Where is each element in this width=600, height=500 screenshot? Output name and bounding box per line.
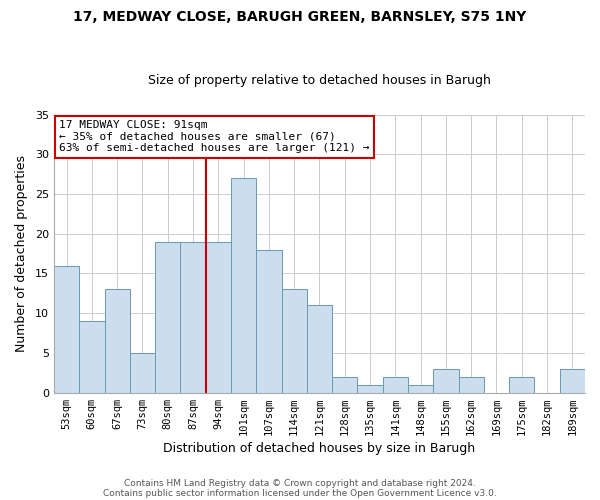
- Bar: [433, 369, 458, 392]
- Bar: [408, 384, 433, 392]
- Bar: [54, 266, 79, 392]
- Text: 17 MEDWAY CLOSE: 91sqm
← 35% of detached houses are smaller (67)
63% of semi-det: 17 MEDWAY CLOSE: 91sqm ← 35% of detached…: [59, 120, 370, 154]
- Text: 17, MEDWAY CLOSE, BARUGH GREEN, BARNSLEY, S75 1NY: 17, MEDWAY CLOSE, BARUGH GREEN, BARNSLEY…: [73, 10, 527, 24]
- Bar: [104, 290, 130, 393]
- Text: Contains HM Land Registry data © Crown copyright and database right 2024.: Contains HM Land Registry data © Crown c…: [124, 478, 476, 488]
- Bar: [155, 242, 181, 392]
- Bar: [281, 290, 307, 393]
- Bar: [332, 377, 358, 392]
- Bar: [560, 369, 585, 392]
- Bar: [458, 377, 484, 392]
- Bar: [130, 353, 155, 393]
- Bar: [231, 178, 256, 392]
- Bar: [256, 250, 281, 392]
- Bar: [181, 242, 206, 392]
- Bar: [383, 377, 408, 392]
- Text: Contains public sector information licensed under the Open Government Licence v3: Contains public sector information licen…: [103, 488, 497, 498]
- Bar: [79, 321, 104, 392]
- Bar: [307, 306, 332, 392]
- X-axis label: Distribution of detached houses by size in Barugh: Distribution of detached houses by size …: [163, 442, 476, 455]
- Bar: [358, 384, 383, 392]
- Bar: [206, 242, 231, 392]
- Y-axis label: Number of detached properties: Number of detached properties: [15, 155, 28, 352]
- Title: Size of property relative to detached houses in Barugh: Size of property relative to detached ho…: [148, 74, 491, 87]
- Bar: [509, 377, 535, 392]
